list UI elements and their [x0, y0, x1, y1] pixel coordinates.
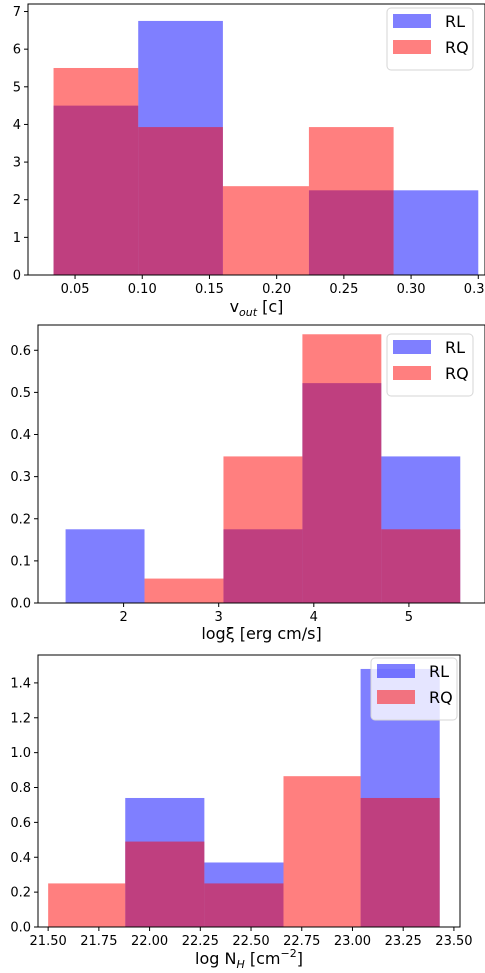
y-tick-label: 0.0: [10, 921, 31, 936]
legend-swatch-rq: [393, 40, 431, 54]
axes-frame: [27, 3, 485, 276]
x-axis-label: vout [c]: [230, 297, 284, 319]
chart-panel-3: 0.0 0.2 0.4 0.6 0.8 1.0 1.2 1.4 21.50 21.75 22.00 2…: [10, 654, 473, 971]
bar-rl-5: [393, 190, 479, 275]
bar-rq-4: [302, 334, 382, 603]
y-tick-label: 2: [13, 193, 21, 208]
legend-label-rq: RQ: [429, 688, 453, 707]
y-tick-label: 5: [13, 80, 21, 95]
y-tick-label: 3: [13, 156, 21, 171]
y-tick-label: 0.2: [10, 512, 31, 527]
bar-rq-3: [223, 456, 303, 603]
y-tick-label: 7: [13, 5, 21, 20]
legend: RL RQ: [386, 333, 474, 397]
x-tick-label: 0.25: [329, 282, 358, 297]
y-tick-label: 0.6: [10, 816, 31, 831]
bar-rq-3: [204, 883, 284, 927]
y-tick-label: 0.8: [10, 781, 31, 796]
bar-rq-1: [48, 883, 126, 927]
bar-rq-3: [222, 186, 309, 275]
x-tick-label: 0.05: [61, 282, 90, 297]
legend-swatch-rl: [393, 340, 431, 354]
legend-label-rq: RQ: [445, 364, 469, 383]
bar-rq-1: [53, 67, 139, 275]
bar-rq-2: [138, 127, 223, 276]
x-tick-label: 23.50: [435, 934, 472, 949]
y-tick-label: 0.4: [10, 428, 31, 443]
legend-label-rl: RL: [445, 338, 465, 357]
chart-panel-1: 0 1 2 3 4 5 6 7 0.05 0.10 0.15 0.20 0.25 0.30 0.35 vout…: [13, 3, 485, 319]
x-tick-label: 22.75: [283, 934, 320, 949]
legend-label-rl: RL: [429, 662, 449, 681]
x-tick-label: 0.10: [128, 282, 157, 297]
legend-swatch-rl: [377, 664, 415, 678]
x-tick-label: 21.50: [30, 934, 67, 949]
x-tick-label: 22.00: [131, 934, 168, 949]
legend-swatch-rq: [377, 690, 415, 704]
bar-rq-2: [144, 578, 224, 603]
x-tick-label: 0.20: [262, 282, 291, 297]
y-tick-label: 0.3: [10, 470, 31, 485]
x-tick-label: 0.30: [397, 282, 426, 297]
y-tick-label: 0: [13, 269, 21, 284]
legend: RL RQ: [370, 657, 458, 721]
y-tick-label: 6: [13, 43, 21, 58]
y-tick-label: 0.2: [10, 886, 31, 901]
bar-rl-1: [65, 529, 145, 603]
x-tick-label: 0.35: [464, 282, 485, 297]
bar-rq-5: [360, 797, 440, 927]
axes-frame: [37, 654, 461, 928]
x-tick-label: 0.15: [195, 282, 224, 297]
y-tick-label: 1.2: [10, 711, 31, 726]
legend-label-rl: RL: [445, 12, 465, 31]
y-tick-label: 0.6: [10, 344, 31, 359]
y-tick-label: 1.0: [10, 746, 31, 761]
x-tick-label: 2: [119, 610, 127, 625]
chart-panel-2: 0.0 0.1 0.2 0.3 0.4 0.5 0.6 2 3 4 5 logξ [erg cm/s]…: [10, 324, 485, 643]
y-tick-label: 0.1: [10, 554, 31, 569]
y-tick-label: 0.5: [10, 386, 31, 401]
legend-label-rq: RQ: [445, 38, 469, 57]
x-tick-label: 22.25: [182, 934, 219, 949]
bar-rq-2: [125, 841, 205, 927]
axes-frame: [37, 324, 485, 604]
x-tick-label: 22.50: [232, 934, 269, 949]
legend-swatch-rq: [393, 366, 431, 380]
x-tick-label: 4: [310, 610, 318, 625]
y-tick-label: 1.4: [10, 676, 31, 691]
x-tick-label: 3: [215, 610, 223, 625]
bar-rq-5: [381, 529, 461, 603]
x-axis-label: logξ [erg cm/s]: [201, 624, 321, 643]
x-tick-label: 21.75: [80, 934, 117, 949]
x-axis-label: log NH [cm−2]: [195, 947, 303, 971]
legend-swatch-rl: [393, 14, 431, 28]
y-tick-label: 0.4: [10, 851, 31, 866]
bar-rq-4: [308, 127, 394, 276]
y-tick-label: 0.0: [10, 597, 31, 612]
x-tick-label: 23.00: [334, 934, 371, 949]
legend: RL RQ: [386, 7, 474, 71]
bar-rq-4: [283, 776, 361, 927]
y-tick-label: 1: [13, 231, 21, 246]
x-tick-label: 23.25: [385, 934, 422, 949]
x-tick-label: 5: [405, 610, 413, 625]
y-tick-label: 4: [13, 118, 21, 133]
